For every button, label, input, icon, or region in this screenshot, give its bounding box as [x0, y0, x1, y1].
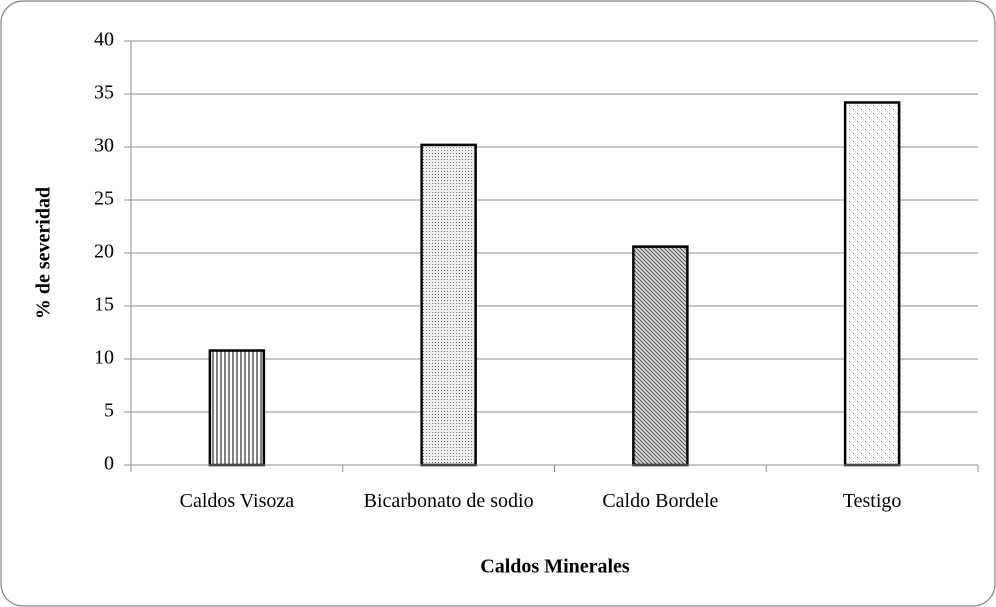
x-axis-title: Caldos Minerales	[480, 556, 630, 578]
x-tick-label: Bicarbonato de sodio	[363, 490, 534, 512]
y-tick-label: 15	[94, 294, 114, 316]
y-tick-label: 10	[94, 347, 114, 369]
y-tick-label: 0	[104, 453, 114, 475]
y-tick-label: 20	[94, 241, 114, 263]
x-tick-label: Caldos Visoza	[179, 490, 295, 512]
bar	[208, 349, 266, 467]
y-tick-label: 30	[94, 135, 114, 157]
y-tick-label: 5	[104, 400, 114, 422]
y-axis-title: % de severidad	[33, 187, 55, 319]
y-tick-label: 40	[94, 29, 114, 51]
bar	[420, 143, 477, 467]
x-tick-label: Caldo Bordele	[602, 490, 719, 512]
y-tick-label: 35	[94, 82, 114, 104]
x-tick-label: Testigo	[842, 490, 902, 512]
bar	[843, 101, 901, 467]
y-tick-label: 25	[94, 188, 114, 210]
bar	[632, 245, 689, 467]
